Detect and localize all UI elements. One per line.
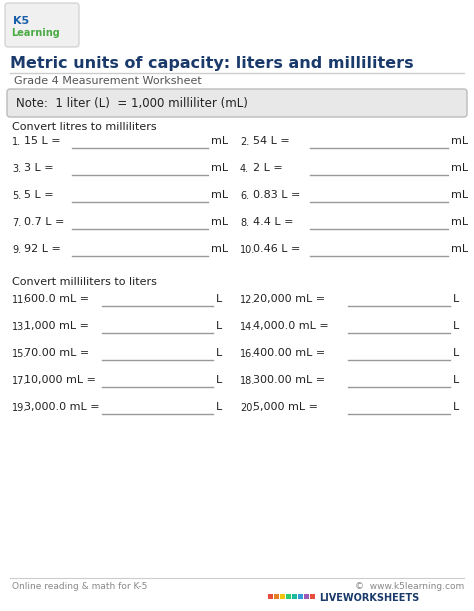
Text: 3.: 3. xyxy=(12,164,21,174)
Text: Learning: Learning xyxy=(11,28,60,38)
Text: L: L xyxy=(216,348,222,358)
Text: ©  www.k5learning.com: © www.k5learning.com xyxy=(355,582,464,591)
Text: mL: mL xyxy=(451,136,468,146)
Text: 2.: 2. xyxy=(240,137,249,147)
Text: mL: mL xyxy=(211,136,228,146)
Text: 70.00 mL =: 70.00 mL = xyxy=(24,348,89,358)
Text: 2 L =: 2 L = xyxy=(253,163,283,173)
Text: 600.0 mL =: 600.0 mL = xyxy=(24,294,89,304)
Text: mL: mL xyxy=(211,244,228,254)
Text: 0.46 L =: 0.46 L = xyxy=(253,244,301,254)
Text: Metric units of capacity: liters and milliliters: Metric units of capacity: liters and mil… xyxy=(10,56,414,71)
Text: L: L xyxy=(453,321,459,331)
Text: Note:  1 liter (L)  = 1,000 milliliter (mL): Note: 1 liter (L) = 1,000 milliliter (mL… xyxy=(16,97,248,109)
Bar xyxy=(268,594,273,599)
Text: 17.: 17. xyxy=(12,376,27,386)
Text: L: L xyxy=(453,294,459,304)
Text: mL: mL xyxy=(211,163,228,173)
Bar xyxy=(292,594,297,599)
Bar xyxy=(286,594,291,599)
Text: 19.: 19. xyxy=(12,403,27,413)
FancyBboxPatch shape xyxy=(7,89,467,117)
Text: Convert litres to milliliters: Convert litres to milliliters xyxy=(12,122,156,132)
Text: 10.: 10. xyxy=(240,245,255,255)
Text: 4.4 L =: 4.4 L = xyxy=(253,217,293,227)
Text: 18.: 18. xyxy=(240,376,255,386)
Text: mL: mL xyxy=(451,244,468,254)
Text: mL: mL xyxy=(451,190,468,200)
Text: 12.: 12. xyxy=(240,295,255,305)
Text: 13.: 13. xyxy=(12,322,27,332)
Text: 1,000 mL =: 1,000 mL = xyxy=(24,321,89,331)
Text: mL: mL xyxy=(211,217,228,227)
Text: 54 L =: 54 L = xyxy=(253,136,290,146)
Text: 4,000.0 mL =: 4,000.0 mL = xyxy=(253,321,329,331)
Text: 4.: 4. xyxy=(240,164,249,174)
Text: 8.: 8. xyxy=(240,218,249,228)
Text: mL: mL xyxy=(451,163,468,173)
Text: 15 L =: 15 L = xyxy=(24,136,61,146)
Text: 11.: 11. xyxy=(12,295,27,305)
Text: L: L xyxy=(453,375,459,385)
FancyBboxPatch shape xyxy=(5,3,79,47)
Text: 300.00 mL =: 300.00 mL = xyxy=(253,375,325,385)
Text: L: L xyxy=(453,402,459,412)
Text: L: L xyxy=(216,402,222,412)
Text: 0.7 L =: 0.7 L = xyxy=(24,217,64,227)
Text: mL: mL xyxy=(211,190,228,200)
Text: 5.: 5. xyxy=(12,191,21,201)
Text: LIVEWORKSHEETS: LIVEWORKSHEETS xyxy=(319,593,419,603)
Text: 15.: 15. xyxy=(12,349,27,359)
Text: 6.: 6. xyxy=(240,191,249,201)
Text: L: L xyxy=(216,294,222,304)
Text: 7.: 7. xyxy=(12,218,21,228)
Text: 20,000 mL =: 20,000 mL = xyxy=(253,294,325,304)
Text: L: L xyxy=(453,348,459,358)
Bar xyxy=(274,594,279,599)
Text: 20.: 20. xyxy=(240,403,255,413)
Bar xyxy=(310,594,315,599)
Text: 5,000 mL =: 5,000 mL = xyxy=(253,402,318,412)
Bar xyxy=(298,594,303,599)
Text: 9.: 9. xyxy=(12,245,21,255)
Text: L: L xyxy=(216,321,222,331)
Text: 5 L =: 5 L = xyxy=(24,190,54,200)
Text: Convert milliliters to liters: Convert milliliters to liters xyxy=(12,277,157,287)
Bar xyxy=(304,594,309,599)
Text: 92 L =: 92 L = xyxy=(24,244,61,254)
Text: 1.: 1. xyxy=(12,137,21,147)
Text: 400.00 mL =: 400.00 mL = xyxy=(253,348,325,358)
Text: 14.: 14. xyxy=(240,322,255,332)
Text: mL: mL xyxy=(451,217,468,227)
Text: Grade 4 Measurement Worksheet: Grade 4 Measurement Worksheet xyxy=(14,76,202,86)
Text: 3 L =: 3 L = xyxy=(24,163,54,173)
Text: 3,000.0 mL =: 3,000.0 mL = xyxy=(24,402,100,412)
Text: K5: K5 xyxy=(13,16,29,26)
Text: 10,000 mL =: 10,000 mL = xyxy=(24,375,96,385)
Text: 16.: 16. xyxy=(240,349,255,359)
Text: Online reading & math for K-5: Online reading & math for K-5 xyxy=(12,582,147,591)
Bar xyxy=(280,594,285,599)
Text: L: L xyxy=(216,375,222,385)
Text: 0.83 L =: 0.83 L = xyxy=(253,190,301,200)
